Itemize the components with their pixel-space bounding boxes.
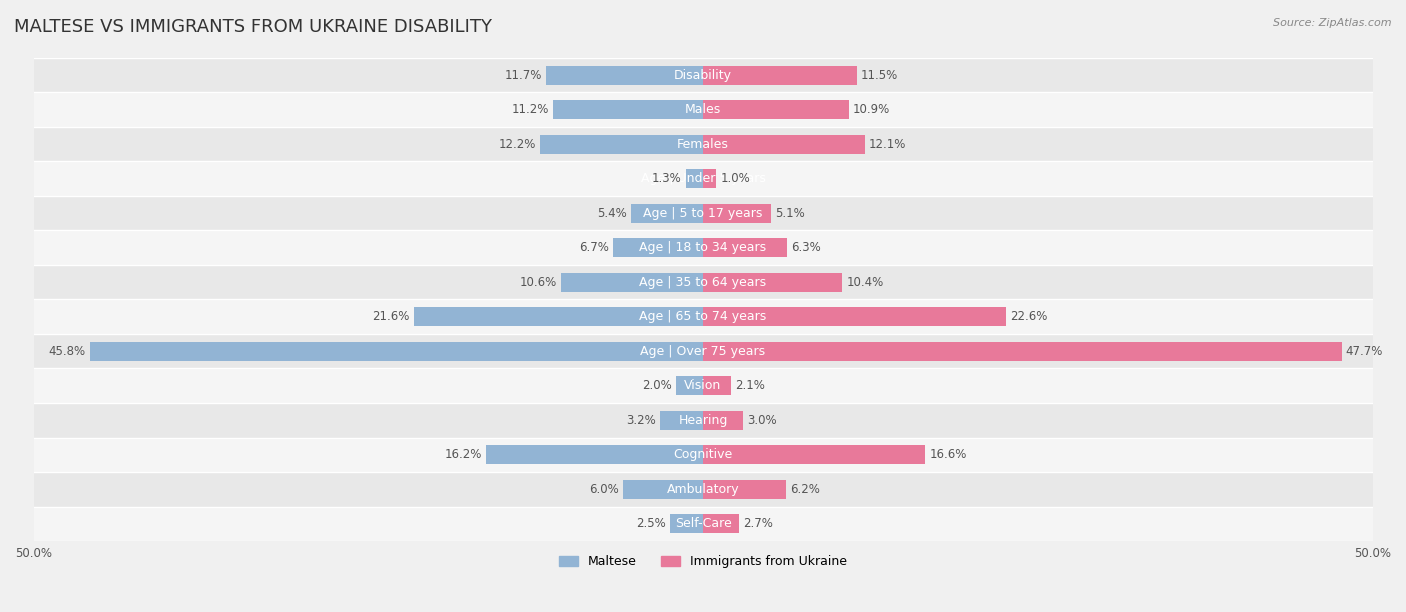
Text: 12.2%: 12.2% xyxy=(498,138,536,151)
Bar xyxy=(34,231,1372,265)
Bar xyxy=(623,480,703,499)
Bar xyxy=(703,238,787,257)
Text: 16.6%: 16.6% xyxy=(929,448,967,461)
Text: Disability: Disability xyxy=(673,69,733,81)
Text: MALTESE VS IMMIGRANTS FROM UKRAINE DISABILITY: MALTESE VS IMMIGRANTS FROM UKRAINE DISAB… xyxy=(14,18,492,36)
Bar xyxy=(703,341,1341,360)
Bar xyxy=(703,65,858,84)
Text: 6.3%: 6.3% xyxy=(792,241,821,254)
Text: 47.7%: 47.7% xyxy=(1346,345,1384,358)
Bar xyxy=(34,507,1372,541)
Bar xyxy=(486,446,703,465)
Text: 3.2%: 3.2% xyxy=(627,414,657,427)
Bar xyxy=(34,472,1372,507)
Bar xyxy=(703,480,786,499)
Text: Cognitive: Cognitive xyxy=(673,448,733,461)
Bar xyxy=(703,135,865,154)
Bar xyxy=(703,446,925,465)
Text: Vision: Vision xyxy=(685,379,721,392)
Text: Age | 65 to 74 years: Age | 65 to 74 years xyxy=(640,310,766,323)
Text: Source: ZipAtlas.com: Source: ZipAtlas.com xyxy=(1274,18,1392,28)
Bar xyxy=(34,127,1372,162)
Text: 2.7%: 2.7% xyxy=(744,517,773,531)
Text: Age | Under 5 years: Age | Under 5 years xyxy=(641,172,765,185)
Bar xyxy=(703,307,1005,326)
Bar xyxy=(703,411,744,430)
Bar xyxy=(90,341,703,360)
Text: 6.7%: 6.7% xyxy=(579,241,609,254)
Bar xyxy=(553,100,703,119)
Bar xyxy=(540,135,703,154)
Bar xyxy=(686,169,703,188)
Text: 11.5%: 11.5% xyxy=(860,69,898,81)
Text: Females: Females xyxy=(678,138,728,151)
Bar xyxy=(703,273,842,292)
Text: 2.5%: 2.5% xyxy=(636,517,665,531)
Bar xyxy=(631,204,703,223)
Text: Males: Males xyxy=(685,103,721,116)
Bar xyxy=(34,92,1372,127)
Text: 2.0%: 2.0% xyxy=(643,379,672,392)
Bar xyxy=(703,169,717,188)
Text: 12.1%: 12.1% xyxy=(869,138,907,151)
Bar xyxy=(34,299,1372,334)
Text: 5.1%: 5.1% xyxy=(775,207,806,220)
Bar xyxy=(547,65,703,84)
Text: 10.4%: 10.4% xyxy=(846,275,883,289)
Bar xyxy=(703,376,731,395)
Text: Hearing: Hearing xyxy=(678,414,728,427)
Bar xyxy=(34,162,1372,196)
Bar xyxy=(34,368,1372,403)
Bar xyxy=(34,196,1372,231)
Text: Ambulatory: Ambulatory xyxy=(666,483,740,496)
Text: Age | 18 to 34 years: Age | 18 to 34 years xyxy=(640,241,766,254)
Text: 45.8%: 45.8% xyxy=(49,345,86,358)
Text: 10.9%: 10.9% xyxy=(853,103,890,116)
Bar xyxy=(703,100,849,119)
Legend: Maltese, Immigrants from Ukraine: Maltese, Immigrants from Ukraine xyxy=(554,550,852,573)
Bar xyxy=(34,334,1372,368)
Text: 11.2%: 11.2% xyxy=(512,103,548,116)
Text: Age | 5 to 17 years: Age | 5 to 17 years xyxy=(644,207,762,220)
Text: 6.0%: 6.0% xyxy=(589,483,619,496)
Bar xyxy=(669,514,703,533)
Bar xyxy=(613,238,703,257)
Text: Self-Care: Self-Care xyxy=(675,517,731,531)
Bar xyxy=(34,438,1372,472)
Bar xyxy=(34,265,1372,299)
Text: 5.4%: 5.4% xyxy=(598,207,627,220)
Text: 10.6%: 10.6% xyxy=(520,275,557,289)
Bar xyxy=(413,307,703,326)
Text: 21.6%: 21.6% xyxy=(373,310,409,323)
Text: 3.0%: 3.0% xyxy=(747,414,776,427)
Text: 2.1%: 2.1% xyxy=(735,379,765,392)
Bar xyxy=(34,403,1372,438)
Text: 1.3%: 1.3% xyxy=(652,172,682,185)
Text: 22.6%: 22.6% xyxy=(1010,310,1047,323)
Text: 16.2%: 16.2% xyxy=(444,448,482,461)
Text: Age | Over 75 years: Age | Over 75 years xyxy=(641,345,765,358)
Text: 1.0%: 1.0% xyxy=(720,172,751,185)
Bar xyxy=(561,273,703,292)
Text: Age | 35 to 64 years: Age | 35 to 64 years xyxy=(640,275,766,289)
Bar xyxy=(661,411,703,430)
Text: 6.2%: 6.2% xyxy=(790,483,820,496)
Bar xyxy=(703,204,772,223)
Bar xyxy=(676,376,703,395)
Bar xyxy=(703,514,740,533)
Bar xyxy=(34,58,1372,92)
Text: 11.7%: 11.7% xyxy=(505,69,543,81)
